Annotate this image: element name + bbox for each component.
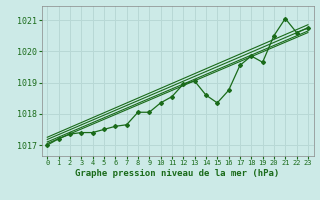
X-axis label: Graphe pression niveau de la mer (hPa): Graphe pression niveau de la mer (hPa) <box>76 169 280 178</box>
